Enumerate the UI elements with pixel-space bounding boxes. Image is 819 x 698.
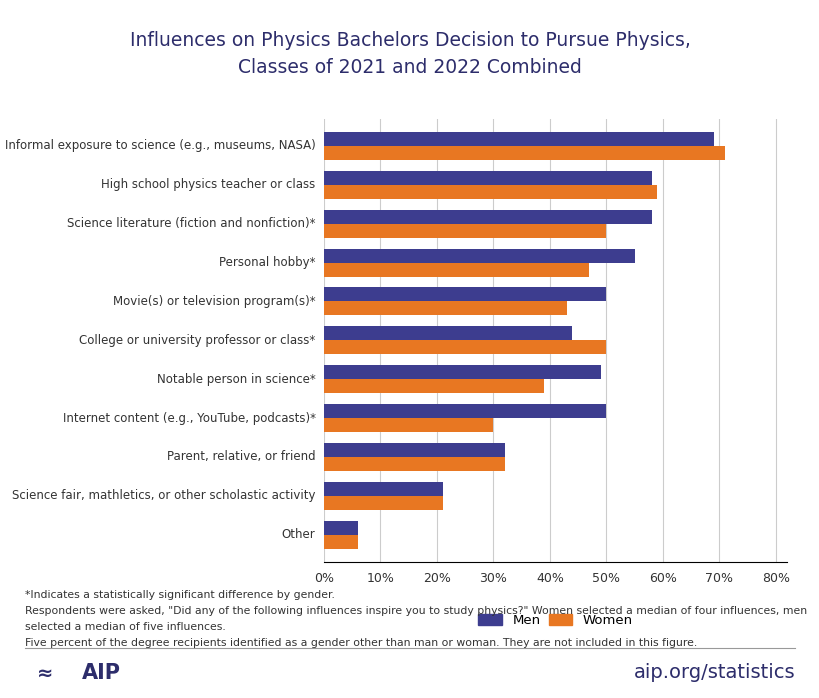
Bar xyxy=(324,341,606,355)
Bar xyxy=(324,482,442,496)
Text: Other: Other xyxy=(282,528,315,541)
Text: Notable person in science*: Notable person in science* xyxy=(156,373,315,386)
Bar xyxy=(324,248,634,262)
Text: Influences on Physics Bachelors Decision to Pursue Physics,
Classes of 2021 and : Influences on Physics Bachelors Decision… xyxy=(129,31,690,77)
Bar xyxy=(324,288,606,302)
Text: Parent, relative, or friend: Parent, relative, or friend xyxy=(167,450,315,463)
Text: Respondents were asked, "Did any of the following influences inspire you to stud: Respondents were asked, "Did any of the … xyxy=(25,606,806,616)
Text: aip.org/statistics: aip.org/statistics xyxy=(633,663,794,683)
Bar xyxy=(324,418,493,432)
Text: College or university professor or class*: College or university professor or class… xyxy=(79,334,315,347)
Text: Science fair, mathletics, or other scholastic activity: Science fair, mathletics, or other schol… xyxy=(12,489,315,503)
Bar xyxy=(324,209,651,223)
Text: Internet content (e.g., YouTube, podcasts)*: Internet content (e.g., YouTube, podcast… xyxy=(62,412,315,424)
Bar xyxy=(324,185,657,199)
Legend: Men, Women: Men, Women xyxy=(473,609,637,632)
Text: High school physics teacher or class: High school physics teacher or class xyxy=(102,178,315,191)
Bar xyxy=(324,443,504,457)
Bar xyxy=(324,496,442,510)
Bar xyxy=(324,365,600,379)
Text: *Indicates a statistically significant difference by gender.: *Indicates a statistically significant d… xyxy=(25,590,334,600)
Text: Science literature (fiction and nonfiction)*: Science literature (fiction and nonficti… xyxy=(67,217,315,230)
Text: Five percent of the degree recipients identified as a gender other than man or w: Five percent of the degree recipients id… xyxy=(25,638,696,648)
Bar xyxy=(324,262,589,276)
Text: Informal exposure to science (e.g., museums, NASA): Informal exposure to science (e.g., muse… xyxy=(5,140,315,152)
Bar xyxy=(324,457,504,471)
Bar xyxy=(324,379,544,393)
Bar xyxy=(324,521,357,535)
Bar xyxy=(324,146,724,160)
Text: Movie(s) or television program(s)*: Movie(s) or television program(s)* xyxy=(113,295,315,308)
Bar xyxy=(324,326,572,341)
Bar xyxy=(324,302,566,315)
Text: selected a median of five influences.: selected a median of five influences. xyxy=(25,622,225,632)
Bar xyxy=(324,171,651,185)
Text: Personal hobby*: Personal hobby* xyxy=(219,256,315,269)
Text: ≈: ≈ xyxy=(37,663,53,683)
Bar xyxy=(324,223,606,237)
Text: AIP: AIP xyxy=(82,663,121,683)
Bar xyxy=(324,132,713,146)
Bar xyxy=(324,404,606,418)
Bar xyxy=(324,535,357,549)
